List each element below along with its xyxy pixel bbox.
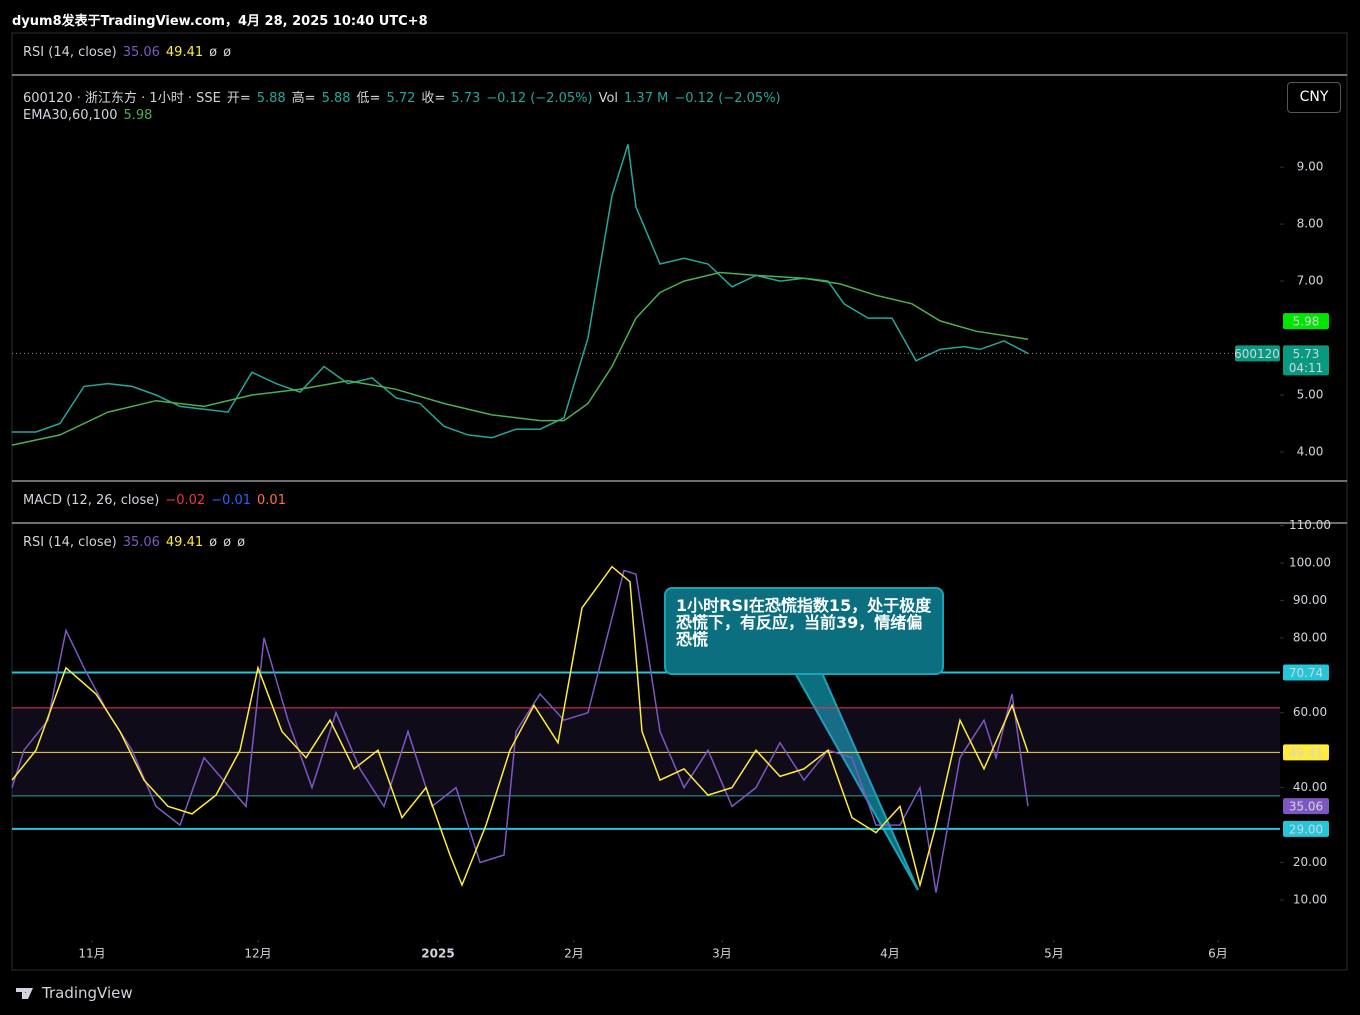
legend-item: EMA30,60,100 (23, 108, 118, 123)
symbol-tag-label: 600120 (1234, 347, 1280, 361)
legend-item: RSI (14, close) (23, 535, 117, 550)
legend: RSI (14, close) 35.06 49.41 ø ø ø (23, 535, 251, 550)
legend-item: 高= (291, 91, 316, 106)
legend-item: MACD (12, 26, close) (23, 493, 160, 508)
y-tick-label: 4.00 (1297, 444, 1324, 458)
y-tick-label: 40.00 (1293, 780, 1327, 794)
y-tick-label: 9.00 (1297, 160, 1324, 174)
series-line (12, 144, 1029, 439)
y-tick-label: 110.00 (1289, 518, 1331, 532)
price-badge (1283, 345, 1329, 376)
price-badge (1283, 664, 1329, 681)
x-tick-label: 12月 (244, 947, 271, 961)
y-tick-label: 60.00 (1293, 705, 1327, 719)
price-badge (1283, 798, 1329, 815)
logo: TradingView (42, 984, 133, 1002)
legend-item: RSI (14, close) (23, 45, 117, 60)
legend-item: 低= (356, 91, 381, 106)
legend-item: ø (209, 535, 218, 550)
y-tick-label: 7.00 (1297, 274, 1324, 288)
band-fill (12, 707, 1280, 796)
legend-item: Vol (598, 91, 619, 106)
legend-item: 0.01 (257, 493, 286, 508)
x-tick-label: 11月 (78, 947, 105, 961)
legend-item: 5.88 (321, 91, 351, 106)
legend-item: 35.06 (122, 535, 160, 550)
legend-item: 收= (421, 91, 446, 106)
y-tick-label: 20.00 (1293, 855, 1327, 869)
price-badge-label: 5.98 (1293, 315, 1320, 329)
annotation: 1小时RSI在恐慌指数15，处于极度恐慌下，有反应，当前39，情绪偏恐慌 (664, 587, 944, 675)
legend-item: 5.88 (256, 91, 286, 106)
legend: EMA30,60,100 5.98 (23, 108, 158, 123)
series-line (11, 569, 1029, 893)
y-tick-label: 80.00 (1293, 630, 1327, 644)
legend-item: 35.06 (122, 45, 160, 60)
legend: MACD (12, 26, close) −0.02 −0.01 0.01 (23, 493, 292, 508)
legend: RSI (14, close) 35.06 49.41 ø ø (23, 45, 237, 60)
legend: 600120 · 浙江东方 · 1小时 · SSE 开= 5.88 高= 5.88 低= 5… (23, 87, 787, 106)
logo-icon (14, 988, 33, 999)
legend-item: −0.01 (211, 493, 252, 508)
legend-item: 49.41 (165, 45, 204, 60)
y-tick-label: 10.00 (1293, 892, 1327, 906)
price-badge-label: 70.74 (1289, 666, 1323, 680)
legend-item: 开= (226, 91, 251, 106)
y-tick-label: 100.00 (1289, 555, 1331, 569)
x-tick-label: 3月 (712, 947, 732, 961)
currency-button[interactable]: CNY (1287, 82, 1341, 113)
series-line (11, 565, 1029, 888)
y-tick-label: 5.00 (1297, 387, 1324, 401)
series-line (11, 271, 1029, 446)
legend-item: 1.37 M (624, 91, 669, 106)
legend-item: 600120 · 浙江东方 · 1小时 · SSE (23, 91, 221, 106)
publish-info: dyum8发表于TradingView.com，4月 28, 2025 10:4… (12, 14, 428, 29)
price-badge (1283, 820, 1329, 837)
legend-item: −0.12 (−2.05%) (674, 91, 781, 106)
y-tick-label: 90.00 (1293, 593, 1327, 607)
legend-item: ø (223, 45, 232, 60)
symbol-tag (1235, 345, 1280, 362)
price-badge-label: 35.06 (1289, 800, 1323, 814)
legend-item: ø (237, 535, 246, 550)
legend-item: 5.73 (451, 91, 481, 106)
legend-item: 49.41 (165, 535, 204, 550)
price-badge-label: 5.73 (1293, 347, 1320, 361)
x-tick-label: 2025 (421, 947, 454, 961)
legend-item: ø (209, 45, 218, 60)
x-tick-label: 4月 (880, 947, 900, 961)
x-tick-label: 6月 (1208, 947, 1228, 961)
frame (11, 32, 1348, 971)
price-badge (1283, 744, 1329, 761)
price-badge-label: 49.41 (1289, 746, 1323, 760)
legend-item: ø (223, 535, 232, 550)
price-badge-label: 29.00 (1289, 822, 1323, 836)
price-badge (1283, 313, 1329, 330)
x-tick-label: 2月 (564, 947, 584, 961)
y-tick-label: 8.00 (1297, 217, 1324, 231)
legend-item: −0.12 (−2.05%) (486, 91, 593, 106)
legend-item: −0.02 (165, 493, 206, 508)
countdown: 04:11 (1289, 361, 1324, 375)
x-tick-label: 5月 (1044, 947, 1064, 961)
legend-item: 5.98 (123, 108, 153, 123)
legend-item: 5.72 (386, 91, 416, 106)
